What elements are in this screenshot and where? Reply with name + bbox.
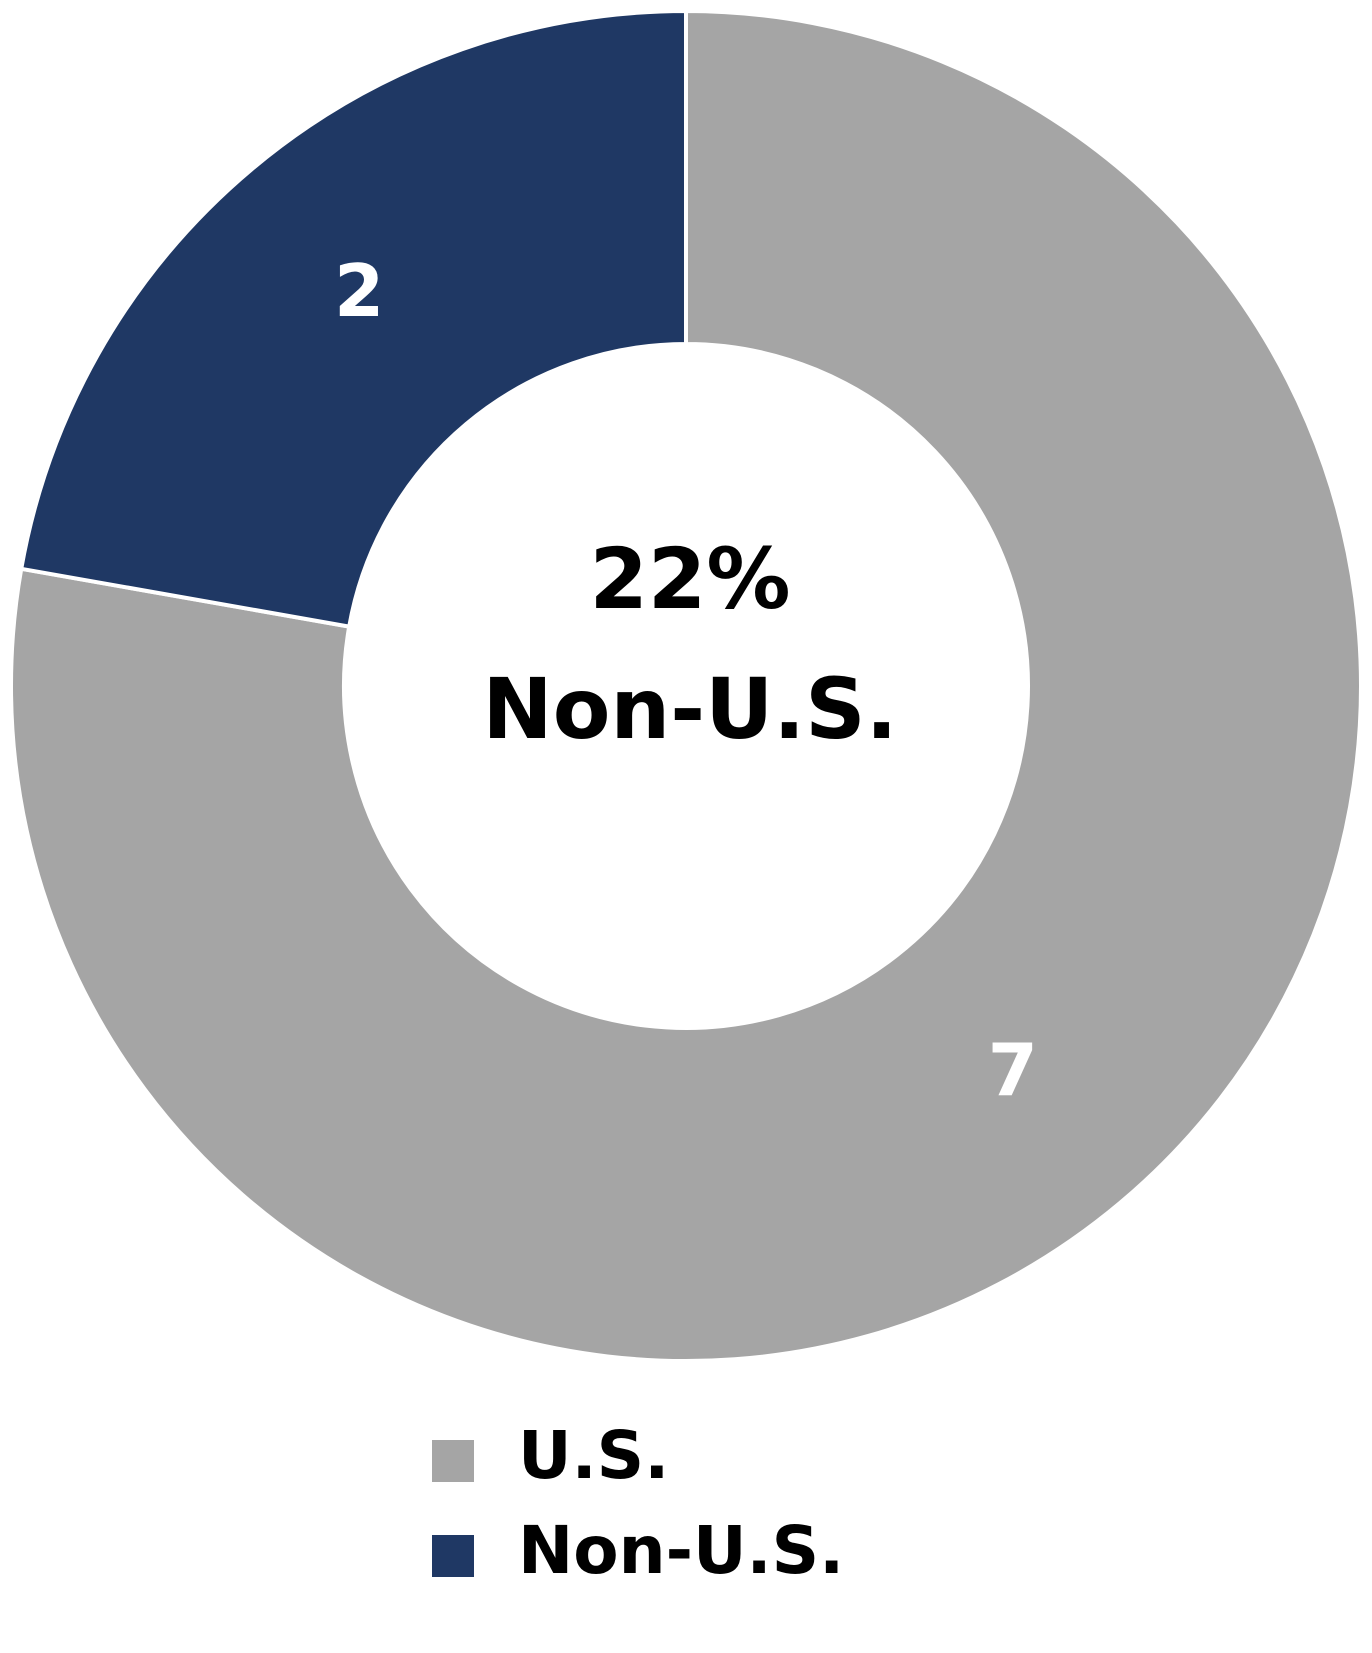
- center-label: Non-U.S.: [482, 660, 897, 758]
- legend-label: U.S.: [518, 1417, 669, 1494]
- donut-slice: [18, 8, 688, 629]
- legend-swatch: [432, 1440, 474, 1482]
- legend-label: Non-U.S.: [518, 1512, 844, 1589]
- center-value: 22%: [589, 530, 790, 628]
- data-label: 7: [988, 1028, 1038, 1112]
- donut-slice: [9, 8, 1363, 1363]
- legend-swatch: [432, 1535, 474, 1577]
- data-label: 2: [334, 249, 384, 333]
